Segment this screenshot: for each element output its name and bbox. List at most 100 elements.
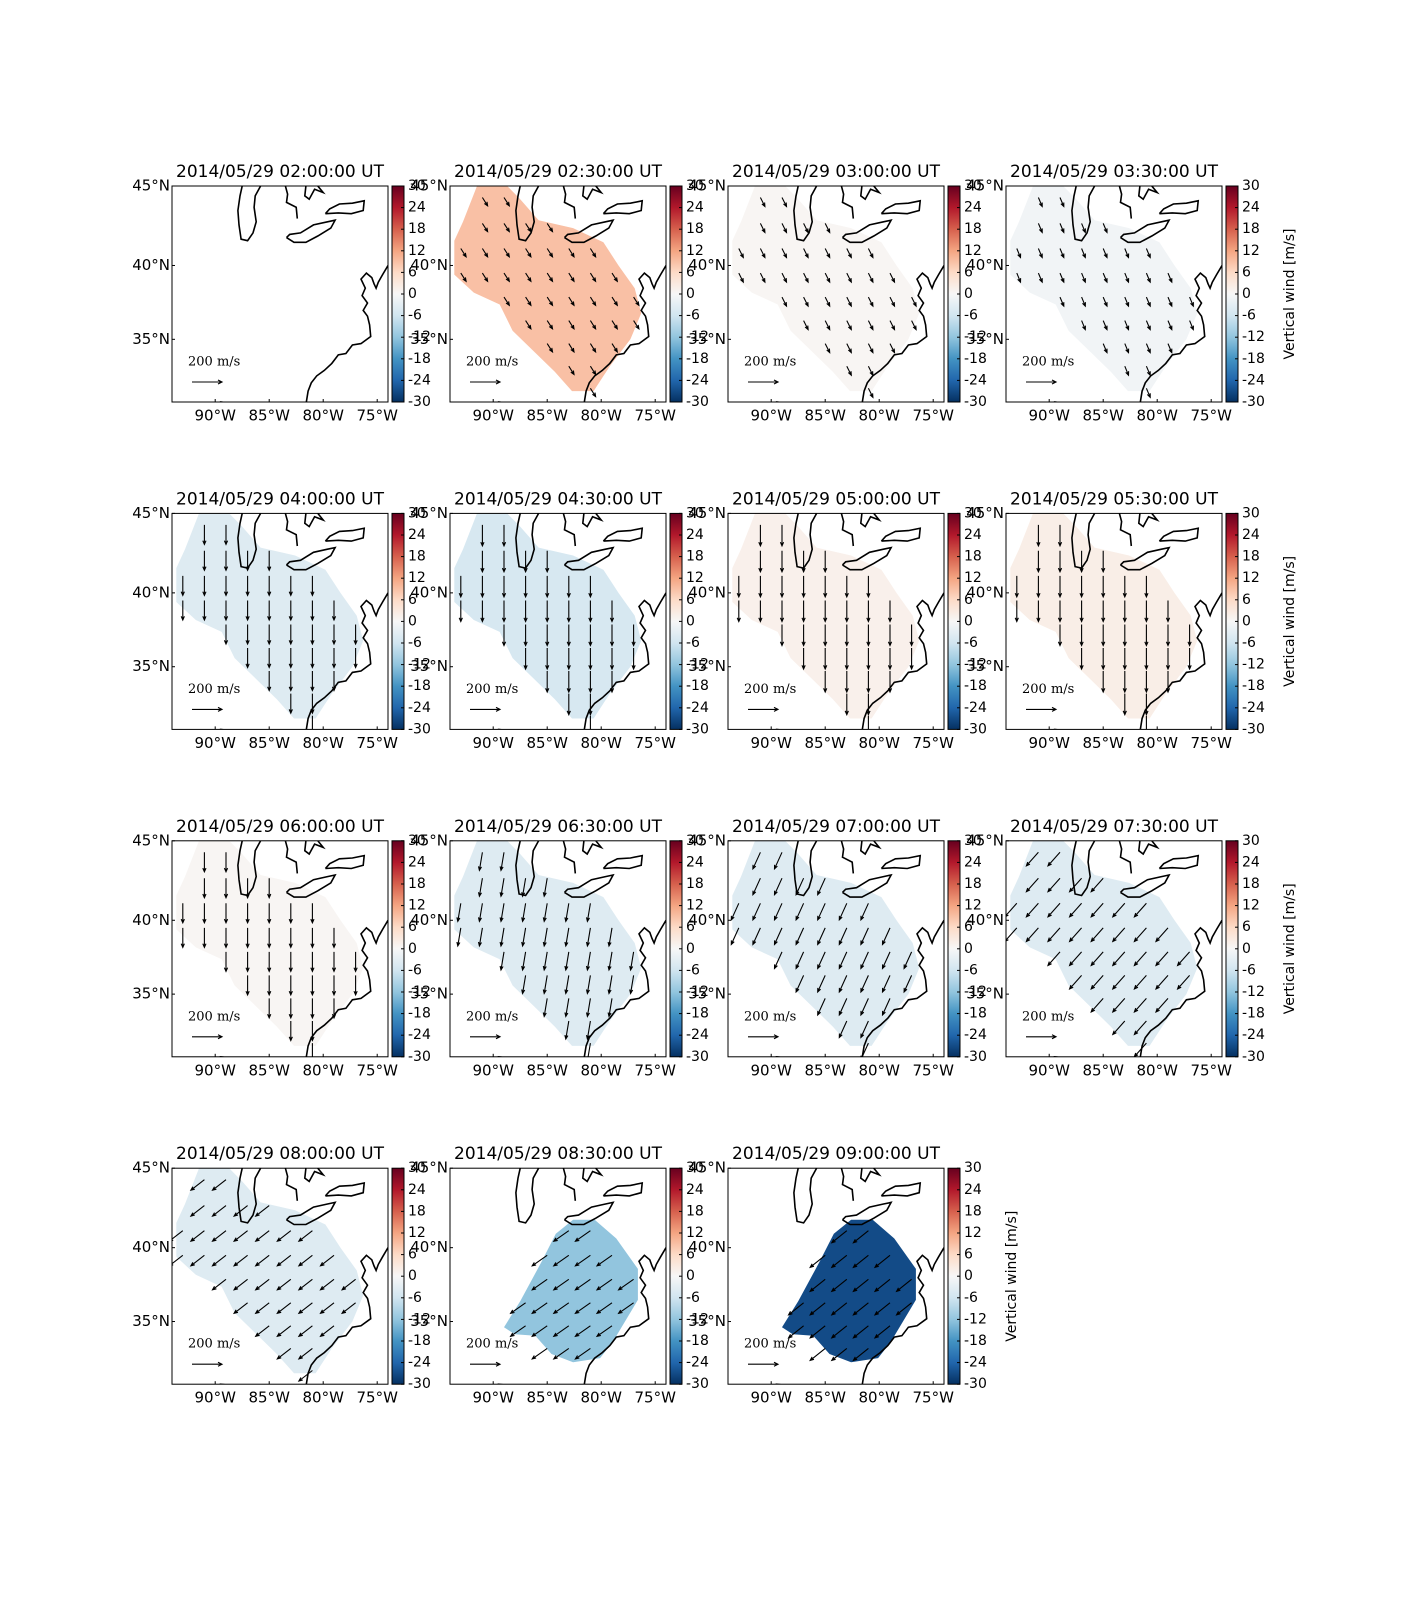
wind-arrow (288, 600, 293, 622)
x-tick-label: 85°W (248, 407, 290, 425)
colorbar-tick-label: -12 (686, 657, 709, 673)
x-tick-label: 75°W (634, 734, 676, 752)
wind-arrow (889, 296, 896, 308)
wind-arrow (460, 248, 467, 259)
colorbar-tick-label: 12 (1242, 243, 1260, 259)
coastline (284, 1168, 299, 1201)
wind-arrow (617, 1302, 634, 1315)
wind-arrow (823, 600, 828, 623)
wind-arrow (574, 1230, 591, 1242)
wind-arrow (1122, 600, 1127, 623)
colorbar-tick-label: 18 (964, 876, 982, 892)
wind-arrow (609, 648, 615, 671)
x-tick-label: 80°W (580, 734, 622, 752)
wind-arrow (254, 1302, 270, 1315)
wind-arrow (574, 1254, 591, 1267)
wind-arrow (758, 550, 763, 574)
colorbar-tick-label: 0 (686, 1268, 695, 1284)
wind-arrow (1036, 550, 1041, 574)
colorbar-tick-label: -18 (408, 1006, 431, 1022)
wind-arrow (1081, 272, 1086, 284)
coastline (841, 1201, 893, 1226)
coastline (859, 513, 882, 528)
y-tick-label: 35°N (410, 330, 448, 348)
x-tick-label: 80°W (858, 1389, 900, 1407)
coastline (562, 1168, 577, 1201)
panel-title: 2014/05/29 09:00:00 UT (732, 1144, 941, 1164)
map-area (496, 1168, 666, 1385)
wind-arrow (211, 1179, 227, 1192)
colorbar-tick-label: 0 (964, 613, 973, 629)
wind-arrow (738, 248, 744, 259)
wind-arrow (310, 998, 315, 1020)
colorbar-tick-label: -18 (1242, 1006, 1265, 1022)
colorbar-tick-label: 24 (408, 1182, 426, 1198)
y-tick-label: 35°N (410, 985, 448, 1003)
coastline (581, 840, 604, 856)
wind-arrow (254, 1254, 270, 1267)
wind-arrow (595, 1302, 613, 1315)
wind-arrow (1006, 902, 1018, 917)
wind-arrow (1014, 600, 1019, 623)
colorbar-tick-label: 6 (408, 919, 417, 935)
coastline (859, 1168, 882, 1183)
x-tick-label: 85°W (1082, 734, 1124, 752)
wind-arrow (809, 1254, 826, 1269)
wind-arrow (566, 575, 571, 599)
wind-arrow (245, 550, 250, 572)
wind-arrow (846, 296, 852, 308)
wind-arrow (589, 365, 597, 376)
colorbar-tick-label: 6 (686, 1247, 695, 1263)
colorbar-tick-label: -18 (408, 678, 431, 694)
wind-arrow (903, 975, 913, 994)
x-tick-label: 90°W (472, 407, 514, 425)
wind-arrow (633, 320, 640, 330)
wind-arrow (1036, 600, 1041, 623)
panel-title: 2014/05/29 08:30:00 UT (454, 1144, 663, 1164)
wind-arrow (353, 624, 358, 646)
wind-arrow (232, 1278, 248, 1291)
wind-arrow (353, 975, 358, 997)
y-tick-label: 45°N (688, 504, 726, 522)
colorbar-tick-label: 12 (964, 898, 982, 914)
wind-arrow (852, 1347, 869, 1362)
coastline (840, 513, 855, 547)
x-tick-label: 75°W (1190, 734, 1232, 752)
wind-arrow (887, 600, 893, 623)
colorbar-tick-label: -12 (1242, 329, 1265, 345)
colorbar-tick-label: 24 (686, 527, 704, 543)
wind-arrow (1037, 223, 1043, 234)
wind-arrow (319, 1278, 335, 1291)
wind-arrow (773, 903, 783, 922)
wind-arrow (860, 1020, 869, 1039)
wind-arrow (574, 1302, 591, 1315)
wind-arrow (809, 1302, 826, 1316)
colorbar-tick-label: 30 (408, 178, 426, 194)
panel-title: 2014/05/29 08:00:00 UT (176, 1144, 385, 1164)
y-tick-label: 40°N (966, 583, 1004, 601)
colorbar-tick-label: -30 (408, 1049, 431, 1065)
map-panel: 200 m/s 2014/05/29 06:00:00 UT 90°W 85°W 80°… (132, 817, 431, 1080)
map-panel: 200 m/s 2014/05/29 06:30:00 UT 90°W 85°W 80°… (410, 817, 709, 1080)
y-tick-label: 45°N (410, 177, 448, 195)
wind-arrow (542, 878, 548, 898)
colorbar-tick-label: 30 (408, 1160, 426, 1176)
wind-arrow (189, 1179, 205, 1192)
wind-arrow (267, 600, 272, 622)
wind-arrow (480, 524, 485, 548)
colorbar-tick-label: -6 (686, 635, 700, 651)
wind-arrow (180, 903, 185, 925)
wind-arrow (1079, 575, 1084, 599)
colorbar-tick-label: -12 (408, 657, 431, 673)
wind-arrow (846, 320, 852, 331)
wind-arrow (297, 1370, 313, 1382)
x-tick-label: 75°W (634, 1061, 676, 1079)
wind-arrow (1102, 248, 1108, 259)
quiver-key-label: 200 m/s (466, 355, 518, 370)
wind-arrow (288, 693, 293, 715)
wind-arrow (838, 927, 848, 946)
wind-arrow (1165, 671, 1171, 694)
colorbar-tick-label: -12 (1242, 657, 1265, 673)
y-tick-label: 45°N (132, 831, 170, 849)
wind-arrow (566, 693, 571, 716)
